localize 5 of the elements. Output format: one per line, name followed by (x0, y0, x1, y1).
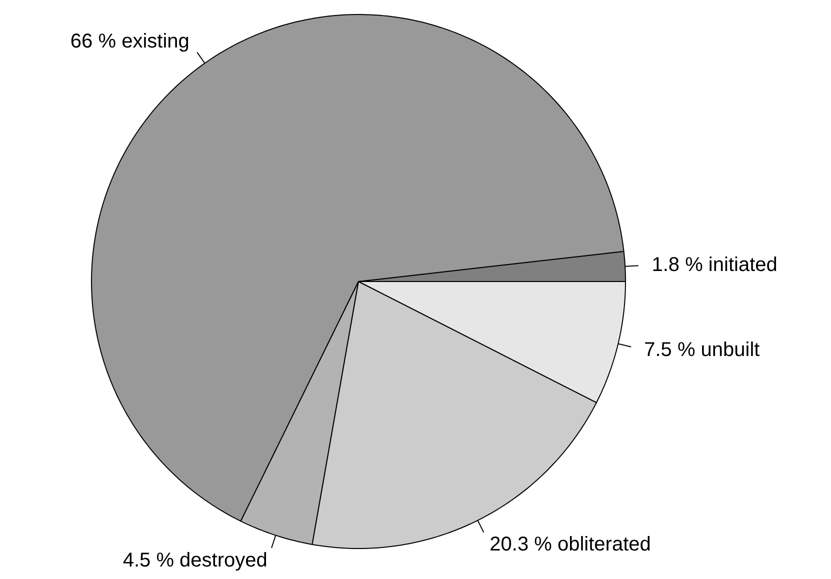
slice-label: 1.8 % initiated (652, 254, 778, 276)
slice-label: 4.5 % destroyed (122, 550, 268, 572)
slice-label: 66 % existing (70, 30, 190, 52)
slice-label: 20.3 % obliterated (490, 533, 651, 556)
slice-label: 7.5 % unbuilt (644, 338, 760, 361)
